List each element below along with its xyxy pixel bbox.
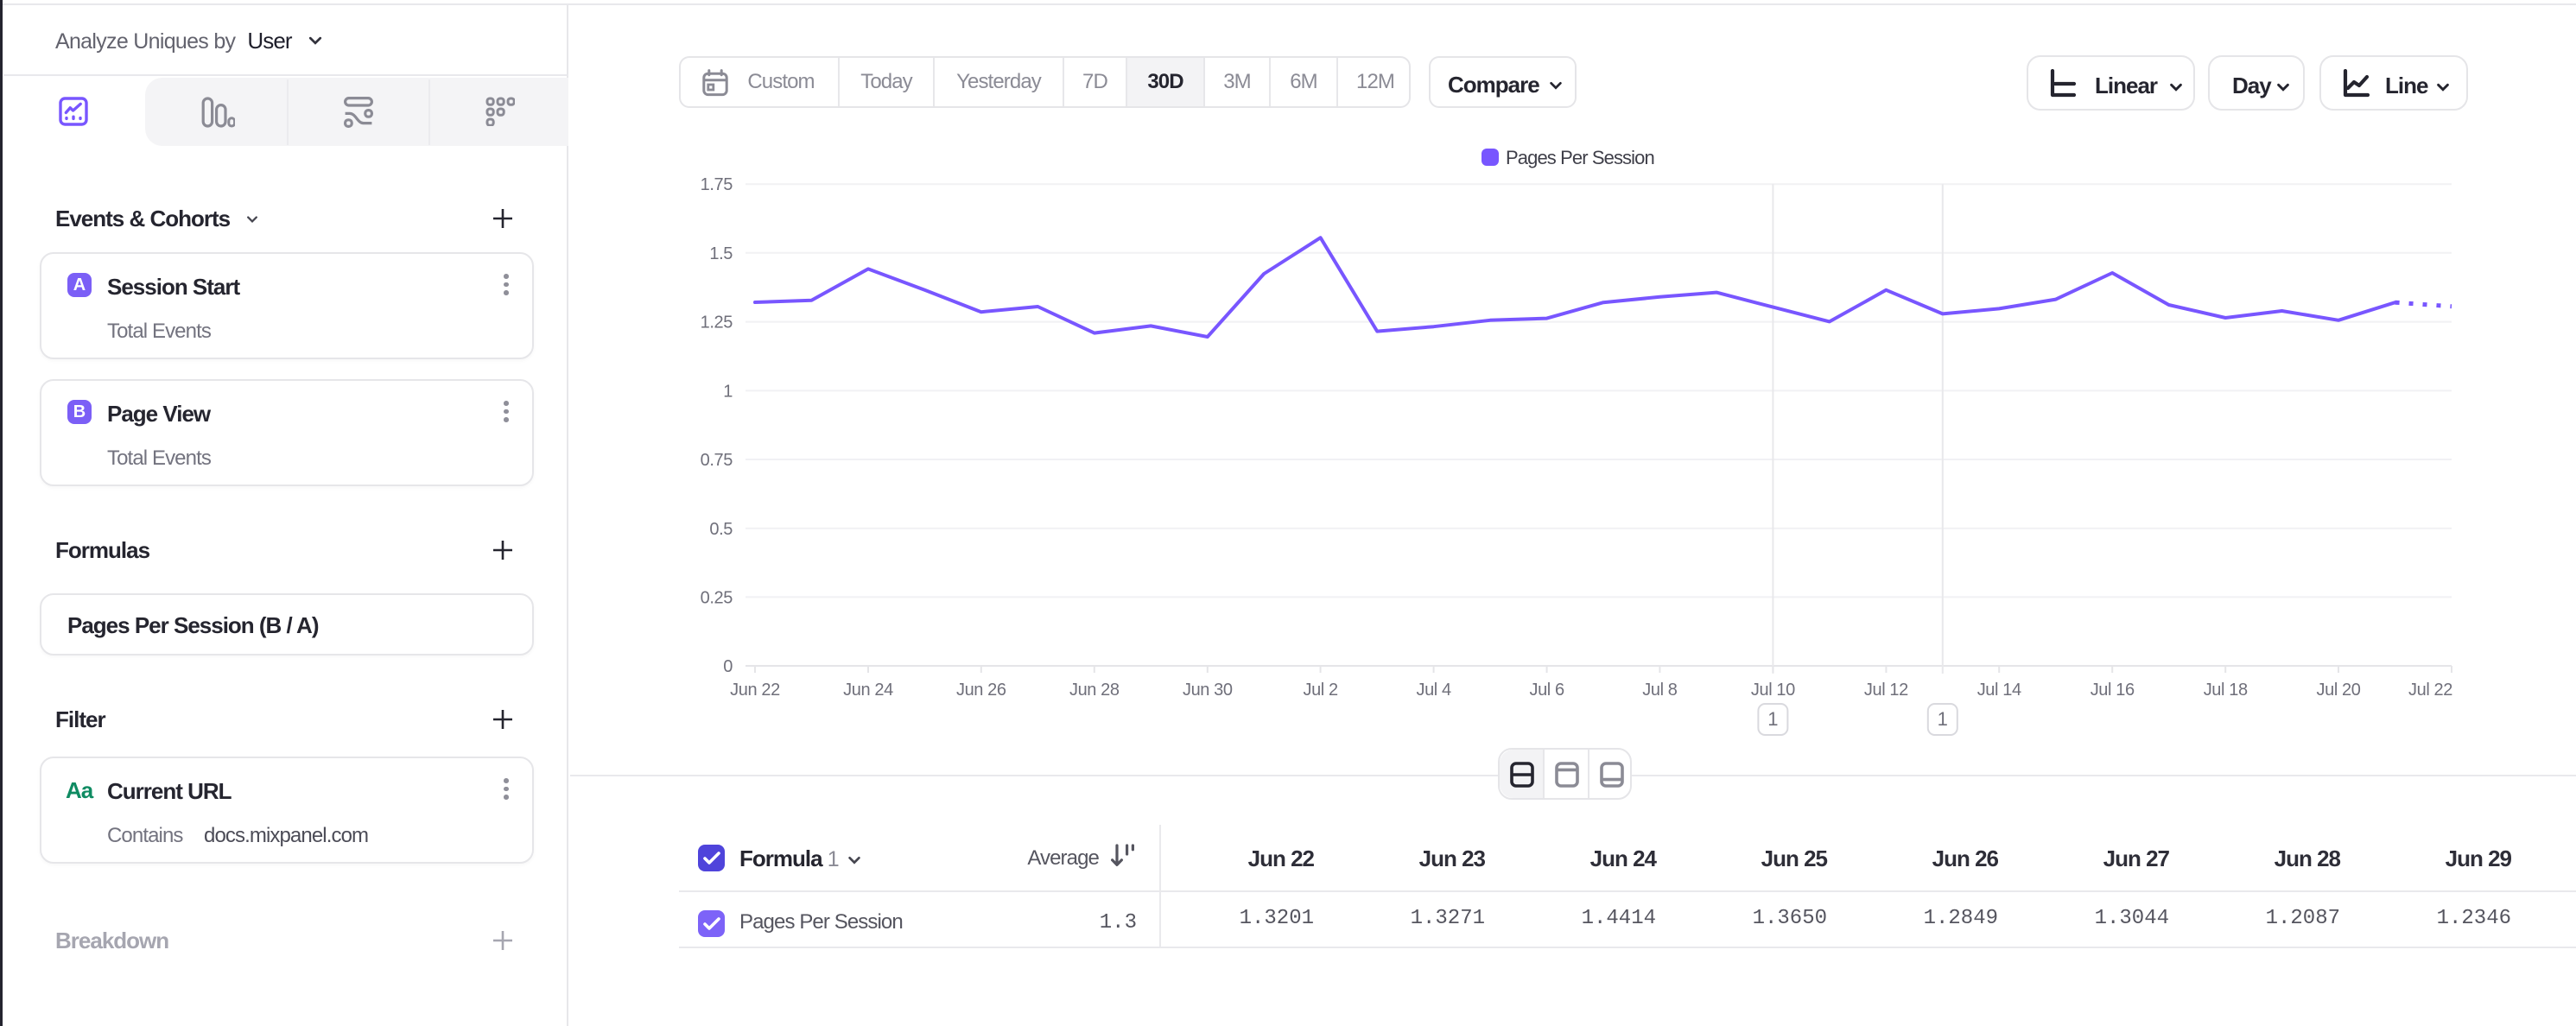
svg-text:1: 1: [723, 382, 733, 401]
svg-text:1.75: 1.75: [701, 175, 733, 194]
svg-text:Jun 24: Jun 24: [843, 681, 893, 700]
svg-text:Jul 14: Jul 14: [1977, 681, 2021, 700]
svg-text:Jun 28: Jun 28: [1069, 681, 1120, 700]
svg-text:Jul 16: Jul 16: [2091, 681, 2135, 700]
svg-text:Jul 2: Jul 2: [1303, 681, 1338, 700]
svg-text:Jun 30: Jun 30: [1183, 681, 1233, 700]
svg-text:Jul 12: Jul 12: [1864, 681, 1908, 700]
svg-text:Pages Per Session: Pages Per Session: [1506, 147, 1654, 168]
svg-text:1.25: 1.25: [701, 314, 733, 332]
svg-text:0: 0: [723, 657, 733, 676]
svg-text:Jul 22: Jul 22: [2408, 681, 2452, 700]
svg-text:1: 1: [1767, 708, 1778, 730]
svg-text:0.25: 0.25: [701, 588, 733, 607]
svg-text:Jun 22: Jun 22: [730, 681, 780, 700]
svg-text:Jul 8: Jul 8: [1642, 681, 1678, 700]
svg-text:1: 1: [1938, 708, 1948, 730]
svg-text:Jul 4: Jul 4: [1416, 681, 1451, 700]
svg-text:Jul 18: Jul 18: [2204, 681, 2248, 700]
svg-text:0.75: 0.75: [701, 451, 733, 470]
svg-text:Jul 6: Jul 6: [1529, 681, 1564, 700]
svg-text:0.5: 0.5: [709, 520, 733, 539]
svg-text:Jul 20: Jul 20: [2317, 681, 2361, 700]
svg-text:Jul 10: Jul 10: [1751, 681, 1795, 700]
svg-text:1.5: 1.5: [709, 244, 733, 263]
svg-text:Jun 26: Jun 26: [956, 681, 1006, 700]
